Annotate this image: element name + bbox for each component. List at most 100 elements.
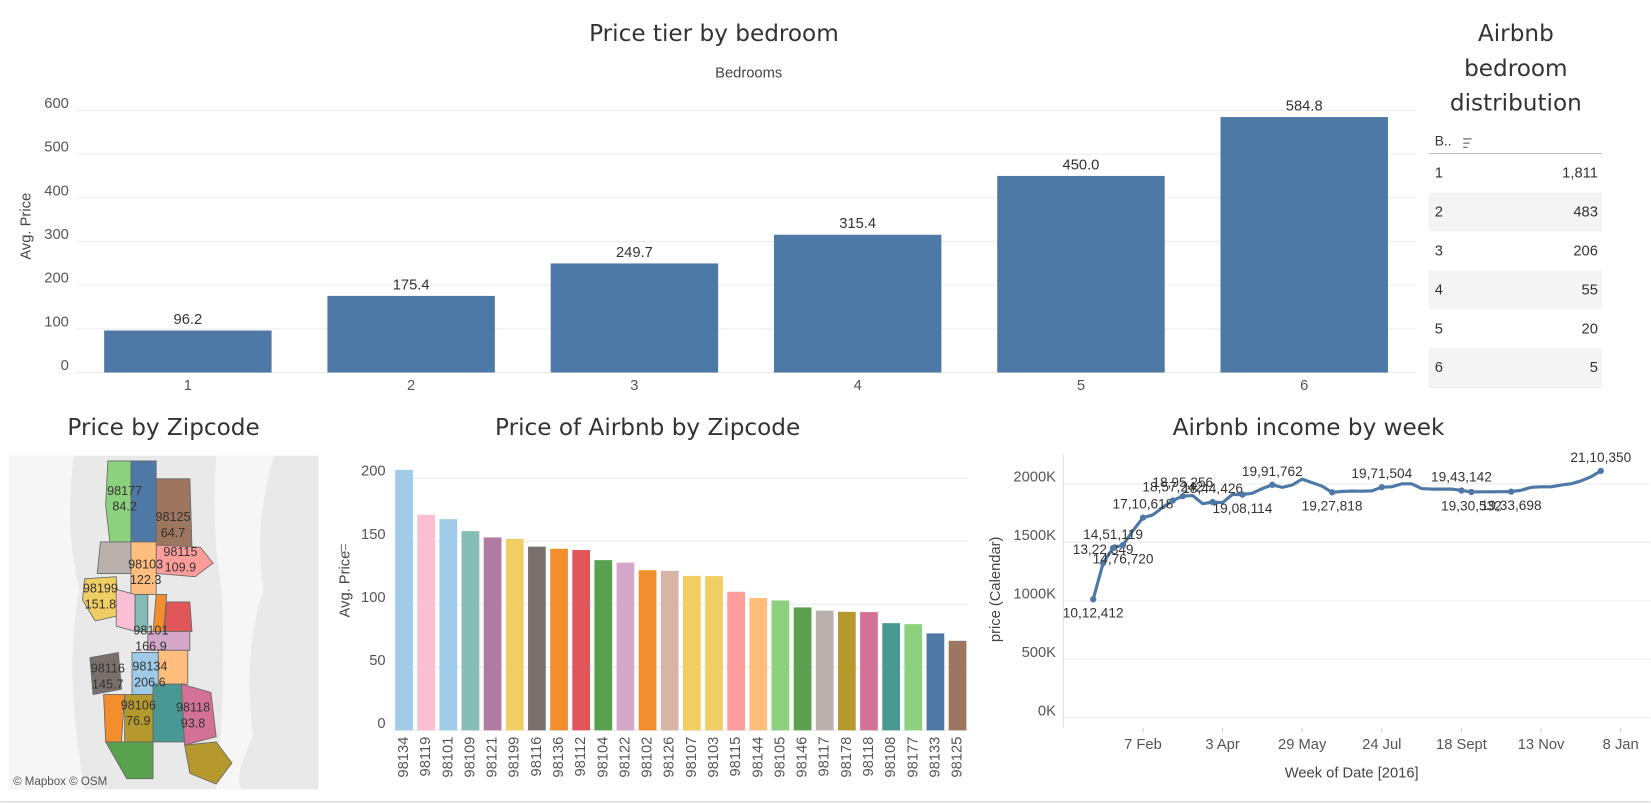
value-label: 18,95,256 xyxy=(1152,475,1213,490)
table-cell: 3 xyxy=(1435,243,1443,259)
bar xyxy=(461,531,480,731)
region xyxy=(147,630,191,651)
x-tick-label: 98116 xyxy=(529,737,545,777)
value-label: 14,51,119 xyxy=(1083,527,1143,542)
value-label: 18,44,426 xyxy=(1182,481,1243,496)
y-axis-title: Avg. Price xyxy=(338,551,354,618)
region-zipcode: 98101 xyxy=(133,624,168,638)
point xyxy=(1378,484,1385,491)
bar xyxy=(771,600,790,731)
table-cell: 206 xyxy=(1573,243,1598,259)
table-row-band xyxy=(1428,192,1603,232)
point xyxy=(1269,481,1276,488)
point xyxy=(1099,559,1107,567)
point xyxy=(1169,497,1176,504)
y-tick-label: 200 xyxy=(44,271,69,287)
region-price: 109.9 xyxy=(165,561,197,575)
y-tick-label: 500 xyxy=(44,140,69,156)
bar xyxy=(550,263,719,373)
x-tick-label: 98122 xyxy=(617,737,633,778)
region-price: 93.8 xyxy=(181,716,206,730)
region-zipcode: 98177 xyxy=(107,484,142,498)
region xyxy=(163,601,193,632)
region-zipcode: 98103 xyxy=(128,557,163,571)
point xyxy=(1468,488,1475,496)
region-zipcode: 98125 xyxy=(156,510,191,524)
x-tick-label: 98115 xyxy=(728,737,744,777)
map-title: Price by Zipcode xyxy=(67,415,259,441)
y-tick-label: 0K xyxy=(1038,703,1056,719)
x-tick-label: 98103 xyxy=(706,737,722,778)
bar xyxy=(926,633,945,731)
point xyxy=(1597,467,1604,475)
region-zipcode: 98118 xyxy=(176,701,210,715)
bar xyxy=(483,537,502,731)
x-tick-label: 98105 xyxy=(772,737,788,778)
value-label: 315.4 xyxy=(839,216,876,232)
table-title-box: Airbnb bedroom distribution xyxy=(1450,21,1582,117)
bar xyxy=(860,612,878,731)
zip-regions xyxy=(82,460,233,785)
y-tick-label: 150 xyxy=(361,527,386,543)
table-cell: 2 xyxy=(1435,204,1443,220)
y-tick-label: 1500K xyxy=(1013,528,1056,544)
region xyxy=(104,741,154,780)
value-label: 19,43,142 xyxy=(1431,469,1492,484)
x-tick-label: 98112 xyxy=(573,737,589,777)
value-label: 18,57,242 xyxy=(1142,480,1203,495)
bar xyxy=(683,575,701,731)
y-tick-label: 500K xyxy=(1022,645,1057,661)
point xyxy=(1179,492,1186,500)
y-tick-label: 0 xyxy=(377,716,385,732)
x-axis-title: Week of Date [2016] xyxy=(1285,765,1419,781)
x-tick-label: 98133 xyxy=(927,737,943,778)
bar xyxy=(660,570,679,731)
table-cell: 1,811 xyxy=(1562,166,1598,182)
x-tick-label: 3 Apr xyxy=(1205,737,1239,753)
table-row-band xyxy=(1428,270,1603,310)
table-cell: 483 xyxy=(1573,204,1598,220)
y-tick-label: 1000K xyxy=(1013,586,1056,602)
y-tick-label: 200 xyxy=(361,464,386,480)
x-tick-label: 6 xyxy=(1300,378,1308,394)
bar xyxy=(505,538,524,731)
y-axis-title: Avg. Price xyxy=(19,193,35,260)
region-price: 122.3 xyxy=(130,573,162,587)
value-label: 19,27,818 xyxy=(1302,499,1363,514)
x-tick-label: 2 xyxy=(407,378,415,394)
region xyxy=(96,541,132,574)
value-label: 13,22,849 xyxy=(1073,542,1134,557)
point xyxy=(1458,487,1465,494)
bar xyxy=(904,624,923,731)
bar xyxy=(528,546,546,731)
region-zipcode: 98106 xyxy=(121,698,156,712)
y-tick-label: 300 xyxy=(44,227,69,243)
chart-title: Price of Airbnb by Zipcode xyxy=(495,415,800,441)
bar xyxy=(572,550,591,731)
x-tick-label: 98136 xyxy=(551,737,567,778)
value-label: 19,91,762 xyxy=(1242,464,1303,479)
x-tick-label: 98134 xyxy=(396,737,412,778)
point xyxy=(1508,488,1515,495)
region xyxy=(115,588,136,632)
table-cell: 4 xyxy=(1435,282,1443,298)
region-price: 166.9 xyxy=(135,640,167,654)
point xyxy=(1119,541,1127,549)
table-row-band xyxy=(1428,348,1603,388)
region xyxy=(157,649,189,690)
value-label: 17,10,618 xyxy=(1113,497,1174,512)
x-tick-label: 13 Nov xyxy=(1518,737,1565,753)
x-tick-label: 8 Jan xyxy=(1603,737,1639,753)
region-zipcode: 98116 xyxy=(91,662,125,676)
region-price: 76.9 xyxy=(126,714,151,728)
y-tick-label: 2000K xyxy=(1013,469,1056,485)
y-tick-label: 400 xyxy=(44,183,69,199)
value-label: 19,30,532 xyxy=(1441,498,1502,513)
region-zipcode: 98199 xyxy=(83,582,118,596)
x-tick-label: 98121 xyxy=(485,737,501,778)
table-cell: 20 xyxy=(1582,321,1598,337)
point xyxy=(1090,596,1097,603)
region xyxy=(184,741,233,785)
region-price: 64.7 xyxy=(161,526,186,540)
